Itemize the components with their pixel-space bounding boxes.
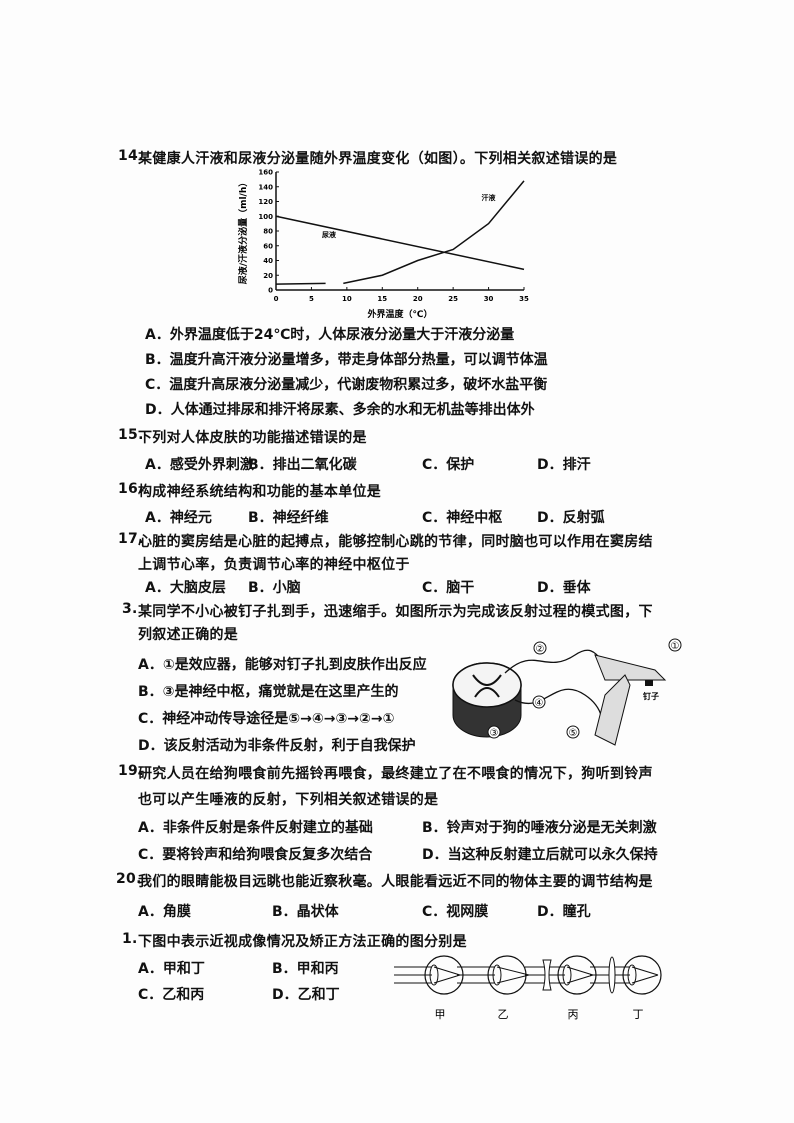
- question-stem: 研究人员在给狗喂食前先摇铃再喂食，最终建立了在不喂食的情况下，狗听到铃声: [138, 766, 653, 782]
- question-stem: 心脏的窦房结是心脏的起搏点，能够控制心跳的节律，同时脑也可以作用在窦房结: [138, 534, 653, 550]
- y-tick-label: 140: [258, 183, 273, 191]
- answer-option[interactable]: B．铃声对于狗的唾液分泌是无关刺激: [422, 820, 657, 836]
- question-stem: 我们的眼睛能极目远眺也能近察秋毫。人眼能看远近不同的物体主要的调节结构是: [138, 874, 653, 890]
- answer-option[interactable]: D．乙和丁: [272, 987, 340, 1003]
- concave-lens: [542, 959, 552, 991]
- y-tick-label: 100: [258, 213, 273, 221]
- label-2: ②: [536, 644, 545, 655]
- question-stem: 列叙述正确的是: [138, 627, 239, 643]
- x-tick-label: 30: [484, 295, 494, 303]
- x-axis-label: 外界温度（℃）: [367, 308, 433, 320]
- answer-option[interactable]: A．大脑皮层: [145, 580, 226, 596]
- answer-option[interactable]: D．该反射活动为非条件反射，利于自我保护: [138, 738, 416, 754]
- answer-option[interactable]: C．温度升高尿液分泌量减少，代谢废物积累过多，破坏水盐平衡: [145, 377, 548, 393]
- answer-option[interactable]: C．保护: [422, 457, 475, 473]
- answer-option[interactable]: D．当这种反射建立后就可以永久保持: [422, 847, 658, 863]
- eye-diagram-label: 丙: [568, 1008, 579, 1021]
- answer-option[interactable]: C．神经中枢: [422, 510, 503, 526]
- label-1: ①: [671, 641, 680, 652]
- question-stem: 某同学不小心被钉子扎到手，迅速缩手。如图所示为完成该反射过程的模式图，下: [138, 604, 653, 620]
- refracted-ray: [631, 974, 659, 984]
- question-number: 15.: [118, 427, 144, 443]
- question-number: 16.: [118, 481, 144, 497]
- answer-option[interactable]: B．小脑: [248, 580, 301, 596]
- answer-option[interactable]: B．甲和丙: [272, 961, 339, 977]
- label-4: ④: [535, 698, 544, 709]
- answer-option[interactable]: C．神经冲动传导途径是⑤→④→③→②→①: [138, 711, 395, 727]
- y-tick-label: 20: [263, 272, 273, 280]
- label-5: ⑤: [569, 728, 578, 739]
- sweat-label: 汗液: [481, 193, 496, 202]
- x-tick-label: 15: [377, 295, 387, 303]
- answer-option[interactable]: B．温度升高汗液分泌量增多，带走身体部分热量，可以调节体温: [145, 352, 548, 368]
- eye-diagrams: 甲乙丙丁: [394, 955, 662, 1021]
- reflex-arc-diagram: ② ① ④ ③ ⑤ 钉子: [452, 638, 682, 746]
- answer-option[interactable]: A．非条件反射是条件反射建立的基础: [138, 820, 373, 836]
- question-number: 3.: [122, 601, 138, 617]
- urine-label: 尿液: [322, 230, 337, 239]
- x-tick-label: 0: [274, 295, 279, 303]
- question-number: 14.: [118, 148, 144, 164]
- answer-option[interactable]: C．要将铃声和给狗喂食反复多次结合: [138, 847, 373, 863]
- x-tick-label: 20: [413, 295, 423, 303]
- nail-label: 钉子: [643, 691, 659, 701]
- x-tick-label: 5: [309, 295, 314, 303]
- eye-diagram-label: 丁: [633, 1008, 644, 1021]
- refracted-ray: [433, 966, 461, 976]
- x-tick-label: 25: [448, 295, 458, 303]
- y-tick-label: 160: [258, 169, 273, 177]
- answer-option[interactable]: B．神经纤维: [248, 510, 329, 526]
- eye-diagram-label: 甲: [435, 1008, 446, 1021]
- answer-option[interactable]: C．视网膜: [422, 904, 489, 920]
- question-number: 19.: [118, 763, 144, 779]
- y-tick-label: 120: [258, 198, 273, 206]
- question-number: 17.: [118, 531, 144, 547]
- question-stem: 下图中表示近视成像情况及矫正方法正确的图分别是: [138, 934, 467, 950]
- label-3: ③: [490, 728, 499, 739]
- y-tick-label: 60: [263, 242, 273, 250]
- y-tick-label: 0: [268, 287, 273, 295]
- y-tick-label: 40: [263, 257, 273, 265]
- convex-lens: [608, 956, 616, 994]
- answer-option[interactable]: C．乙和丙: [138, 987, 205, 1003]
- question-stem: 某健康人汗液和尿液分泌量随外界温度变化（如图）。下列相关叙述错误的是: [138, 151, 618, 167]
- refracted-ray: [496, 974, 530, 984]
- question-number: 1.: [122, 931, 138, 947]
- answer-option[interactable]: B．③是神经中枢，痛觉就是在这里产生的: [138, 684, 399, 700]
- y-axis-label: 尿液/汗液分泌量（ml/h）: [237, 178, 249, 284]
- urine-line: [275, 215, 525, 271]
- sweat-line: [275, 282, 326, 285]
- question-stem: 下列对人体皮肤的功能描述错误的是: [138, 430, 367, 446]
- answer-option[interactable]: B．晶状体: [272, 904, 339, 920]
- answer-option[interactable]: A．神经元: [145, 510, 212, 526]
- question-number: 20.: [116, 871, 142, 887]
- answer-option[interactable]: D．排汗: [537, 457, 591, 473]
- question-stem: 上调节心率，负责调节心率的神经中枢位于: [138, 557, 410, 573]
- answer-option[interactable]: A．甲和丁: [138, 961, 205, 977]
- refracted-ray: [433, 974, 461, 984]
- answer-option[interactable]: A．感受外界刺激: [145, 457, 254, 473]
- question-stem: 也可以产生唾液的反射，下列相关叙述错误的是: [138, 792, 439, 808]
- sweat-urine-chart: 0 5 10 15 20 25 30 35 0 20 40 60 80 100 120 140 160 尿液/汗液…: [237, 169, 529, 321]
- sweat-line: [343, 180, 525, 285]
- answer-option[interactable]: A．外界温度低于24℃时，人体尿液分泌量大于汗液分泌量: [145, 327, 515, 343]
- eye-diagram-label: 乙: [498, 1008, 509, 1021]
- answer-option[interactable]: D．垂体: [537, 580, 591, 596]
- answer-option[interactable]: C．脑干: [422, 580, 475, 596]
- answer-option[interactable]: D．人体通过排尿和排汗将尿素、多余的水和无机盐等排出体外: [145, 402, 535, 418]
- x-tick-label: 35: [519, 295, 529, 303]
- y-tick-label: 80: [263, 228, 273, 236]
- refracted-ray: [566, 974, 594, 984]
- answer-option[interactable]: A．①是效应器，能够对钉子扎到皮肤作出反应: [138, 657, 427, 673]
- answer-option[interactable]: A．角膜: [138, 904, 191, 920]
- answer-option[interactable]: B．排出二氧化碳: [248, 457, 357, 473]
- refracted-ray: [631, 966, 659, 976]
- answer-option[interactable]: D．瞳孔: [537, 904, 591, 920]
- refracted-ray: [566, 966, 594, 976]
- question-stem: 构成神经系统结构和功能的基本单位是: [138, 484, 382, 500]
- x-tick-label: 10: [342, 295, 352, 303]
- answer-option[interactable]: D．反射弧: [537, 510, 605, 526]
- refracted-ray: [496, 966, 530, 976]
